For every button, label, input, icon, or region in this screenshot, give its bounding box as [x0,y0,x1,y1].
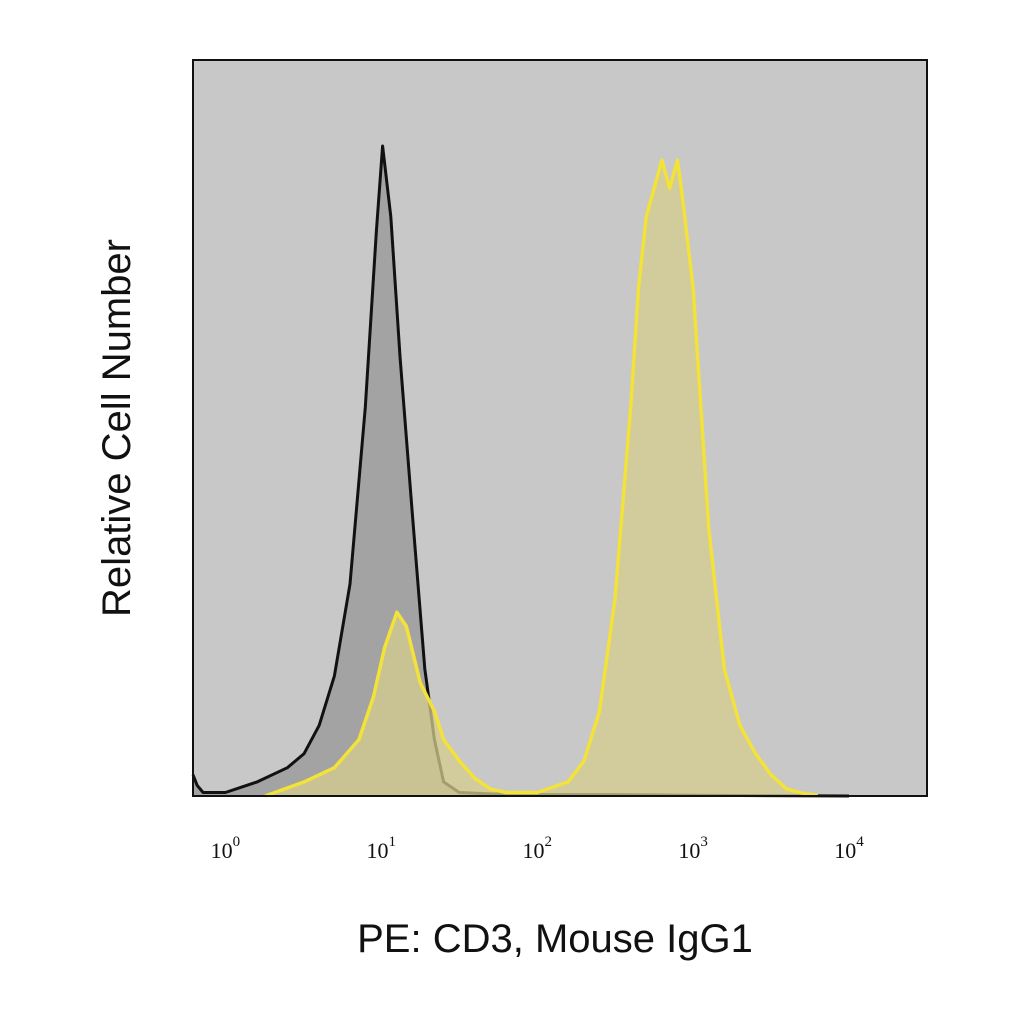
x-tick-label-2: 102 [522,834,552,863]
y-axis-title: Relative Cell Number [95,239,139,617]
series-layer [191,144,850,798]
series-0-area [193,146,849,796]
x-tick-label-1: 101 [367,834,397,863]
series-1-area [265,160,818,797]
x-tick-label-3: 103 [678,834,708,863]
plot-frame [192,59,928,797]
series-1-line [264,158,819,798]
plot-background [193,60,927,796]
x-tick-label-0: 100 [211,834,241,863]
x-axis-title: PE: CD3, Mouse IgG1 [357,917,753,961]
x-tick-labels: 100 101 102 103 104 [211,834,865,863]
x-tick-label-4: 104 [834,834,864,863]
